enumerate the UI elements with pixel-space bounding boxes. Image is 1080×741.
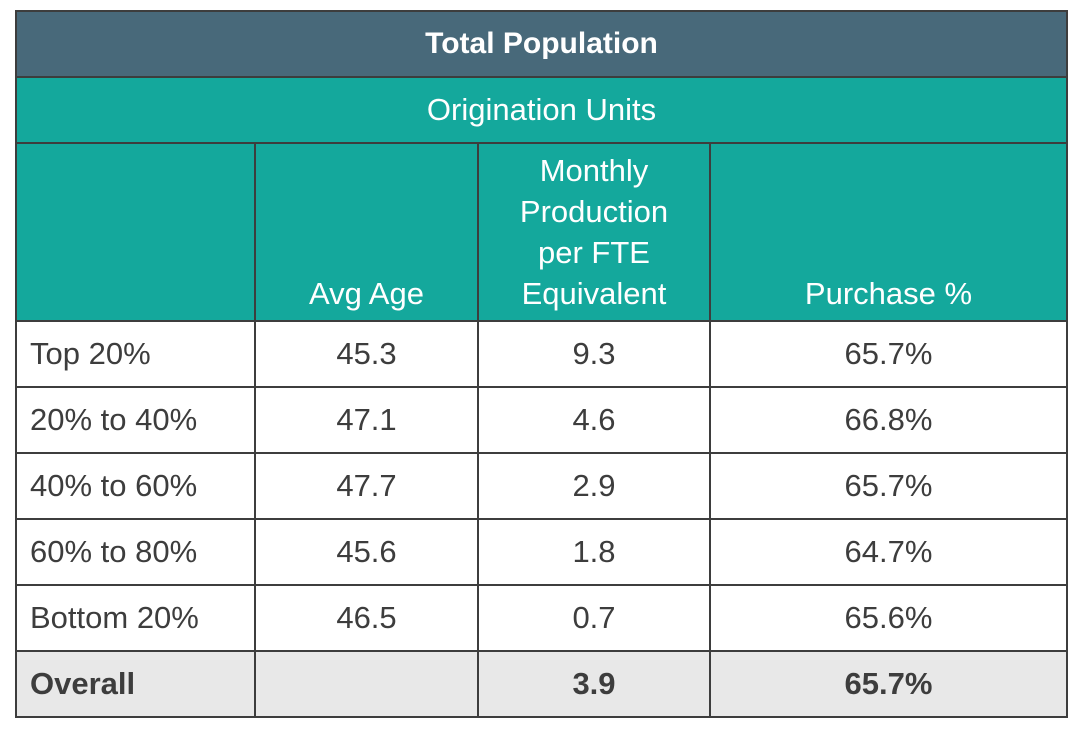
- header-line: Production: [519, 194, 669, 229]
- cell-avg-age: 46.5: [254, 584, 479, 652]
- cell-monthly-production: 1.8: [477, 518, 711, 586]
- population-table: Total Population Origination Units Avg A…: [15, 10, 1068, 718]
- row-label: Top 20%: [15, 320, 256, 388]
- cell-purchase: 64.7%: [709, 518, 1068, 586]
- row-label: Bottom 20%: [15, 584, 256, 652]
- cell-purchase: 65.6%: [709, 584, 1068, 652]
- cell-avg-age: 45.6: [254, 518, 479, 586]
- column-header-avg-age: Avg Age: [254, 142, 479, 322]
- row-label: 20% to 40%: [15, 386, 256, 454]
- table-row: Bottom 20% 46.5 0.7 65.6%: [15, 584, 1068, 652]
- row-label: 40% to 60%: [15, 452, 256, 520]
- cell-monthly-production: 0.7: [477, 584, 711, 652]
- cell-purchase: 65.7%: [709, 320, 1068, 388]
- table-row: 20% to 40% 47.1 4.6 66.8%: [15, 386, 1068, 454]
- cell-avg-age: 47.7: [254, 452, 479, 520]
- row-label: 60% to 80%: [15, 518, 256, 586]
- column-header-monthly-production: Monthly Production per FTE Equivalent: [477, 142, 711, 322]
- column-header-empty: [15, 142, 256, 322]
- table-subtitle-row: Origination Units: [15, 76, 1068, 144]
- cell-monthly-production: 4.6: [477, 386, 711, 454]
- header-line: Equivalent: [521, 276, 667, 311]
- table-row: Top 20% 45.3 9.3 65.7%: [15, 320, 1068, 388]
- cell-avg-age: 45.3: [254, 320, 479, 388]
- cell-monthly-production: 9.3: [477, 320, 711, 388]
- header-line: per FTE: [538, 235, 650, 270]
- header-line: Monthly: [539, 153, 649, 188]
- total-label: Overall: [15, 650, 256, 718]
- data-table-container: Total Population Origination Units Avg A…: [15, 10, 1068, 718]
- table-subtitle: Origination Units: [15, 76, 1068, 144]
- total-purchase: 65.7%: [709, 650, 1068, 718]
- total-monthly-production: 3.9: [477, 650, 711, 718]
- table-title-row: Total Population: [15, 10, 1068, 78]
- cell-purchase: 65.7%: [709, 452, 1068, 520]
- total-row: Overall 3.9 65.7%: [15, 650, 1068, 718]
- table-row: 40% to 60% 47.7 2.9 65.7%: [15, 452, 1068, 520]
- cell-monthly-production: 2.9: [477, 452, 711, 520]
- cell-avg-age: 47.1: [254, 386, 479, 454]
- total-avg-age: [254, 650, 479, 718]
- column-header-purchase: Purchase %: [709, 142, 1068, 322]
- column-header-row: Avg Age Monthly Production per FTE Equiv…: [15, 142, 1068, 322]
- table-row: 60% to 80% 45.6 1.8 64.7%: [15, 518, 1068, 586]
- cell-purchase: 66.8%: [709, 386, 1068, 454]
- table-title: Total Population: [15, 10, 1068, 78]
